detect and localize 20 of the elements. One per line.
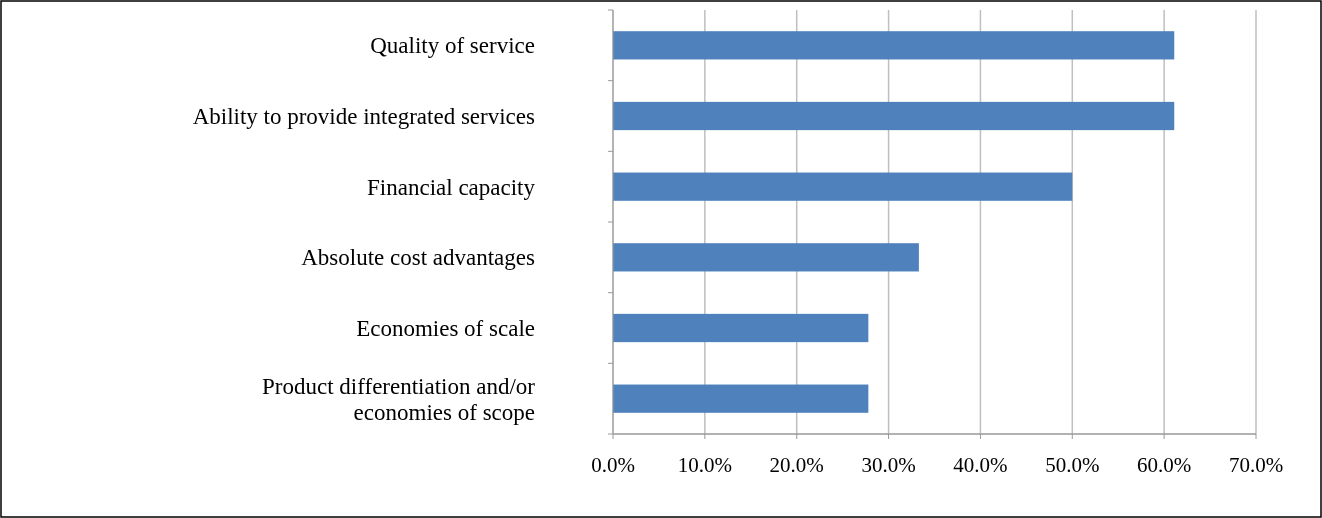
x-tick-label: 10.0% xyxy=(677,453,732,477)
x-tick-label: 20.0% xyxy=(769,453,824,477)
x-tick-label: 60.0% xyxy=(1137,453,1192,477)
y-tick-label: Product differentiation and/or economies of scope xyxy=(262,373,536,425)
y-tick-label: Quality of service xyxy=(370,33,535,59)
bar xyxy=(613,243,919,272)
y-tick-label: Financial capacity xyxy=(367,174,536,200)
x-tick-label: 50.0% xyxy=(1045,453,1100,477)
x-tick-label: 70.0% xyxy=(1228,453,1284,477)
bar xyxy=(613,384,869,413)
x-tick-label: 0.0% xyxy=(591,453,635,477)
bar xyxy=(613,172,1073,201)
bar xyxy=(613,101,1175,131)
y-tick-label: Absolute cost advantages xyxy=(301,245,536,271)
y-tick-label: Economies of scale xyxy=(356,316,535,341)
bar xyxy=(613,313,869,343)
x-tick-label: 30.0% xyxy=(861,453,916,477)
bar xyxy=(613,31,1175,60)
y-tick-label: Ability to provide integrated services xyxy=(192,104,536,129)
x-tick-label: 40.0% xyxy=(953,453,1008,477)
